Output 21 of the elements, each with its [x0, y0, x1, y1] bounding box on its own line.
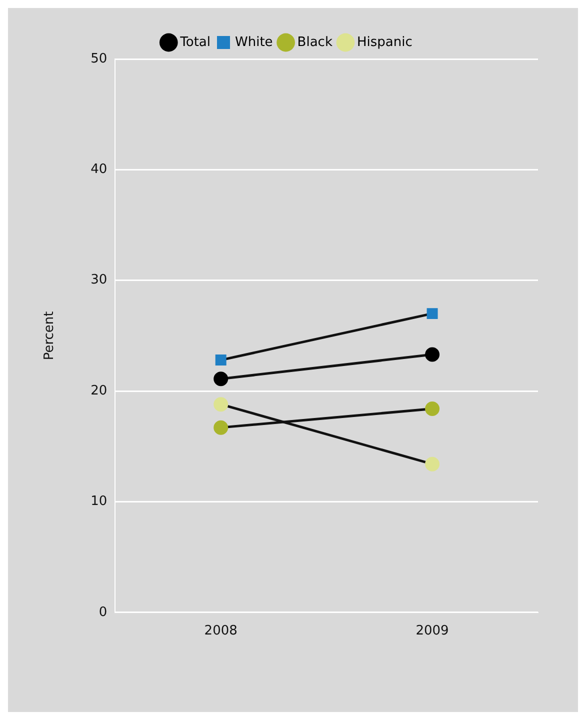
y-axis-title: Percent [42, 311, 58, 360]
legend-label: Hispanic [356, 34, 412, 50]
legend-label: White [235, 34, 273, 50]
y-tick-label: 0 [98, 604, 108, 620]
y-tick-label: 40 [90, 162, 108, 178]
y-tick-label: 30 [90, 272, 108, 288]
point [425, 456, 440, 472]
y-tick-label: 50 [90, 51, 108, 66]
point [214, 372, 228, 386]
point [425, 402, 440, 416]
x-tick-label: 2008 [204, 624, 238, 639]
point [426, 308, 438, 320]
y-tick-label: 20 [90, 383, 108, 398]
y-tick-label: 10 [90, 494, 108, 510]
point [425, 347, 440, 362]
legend-label: Black [297, 34, 333, 50]
point [214, 397, 228, 412]
point [215, 354, 226, 366]
x-tick-label: 2009 [416, 624, 449, 639]
legend-label: Total [179, 34, 211, 50]
point [214, 420, 228, 435]
